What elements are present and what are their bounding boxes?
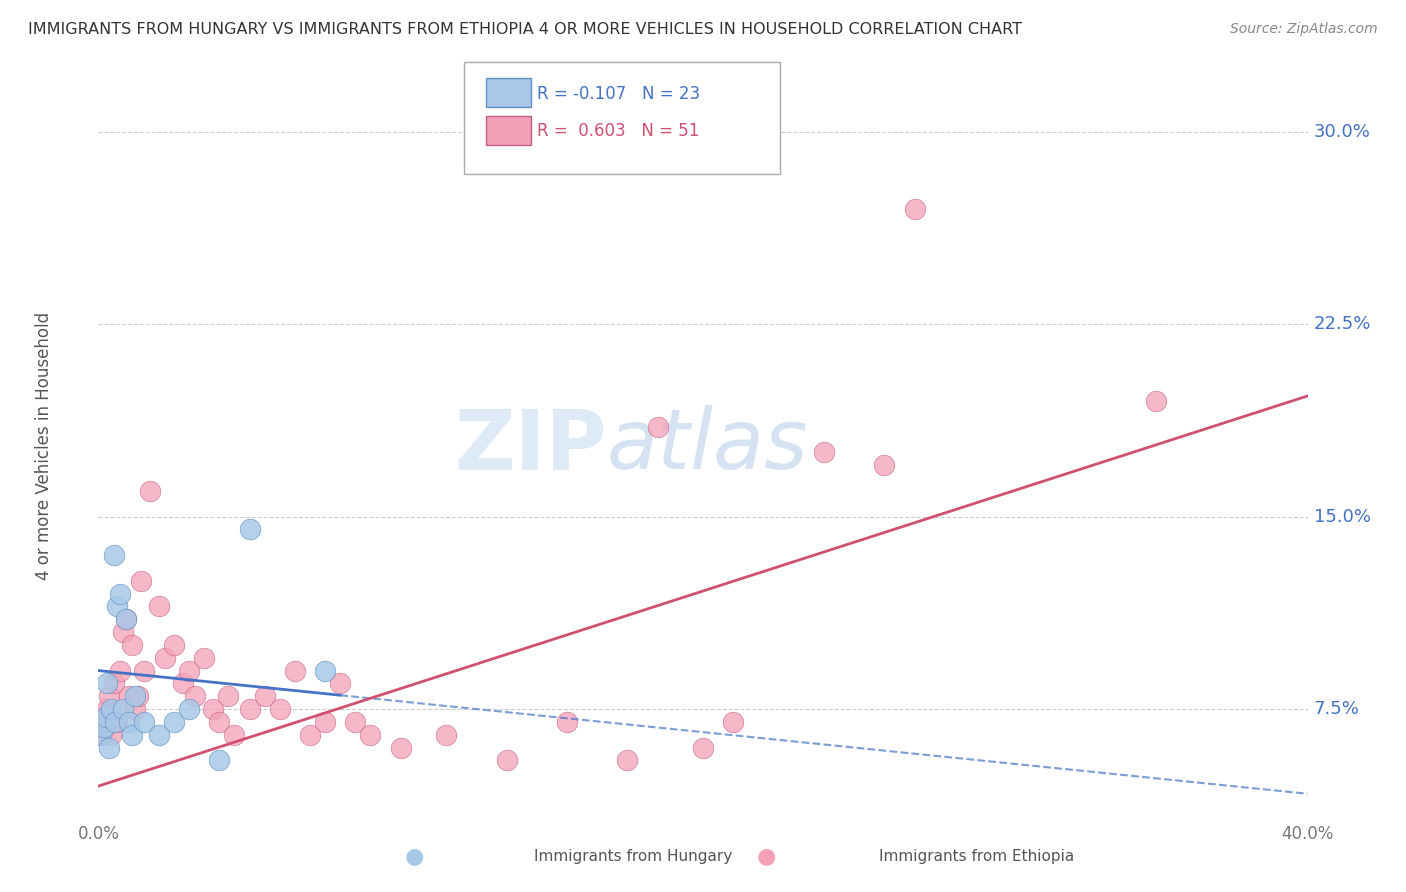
Point <box>208 753 231 767</box>
Point <box>118 714 141 729</box>
Point <box>108 586 131 600</box>
Point <box>96 676 118 690</box>
Point <box>1146 394 1168 409</box>
Point <box>904 202 927 216</box>
Text: 15.0%: 15.0% <box>1313 508 1371 525</box>
Point <box>91 714 114 729</box>
Point <box>132 664 155 678</box>
Point <box>360 728 382 742</box>
Point <box>104 714 127 729</box>
Text: 30.0%: 30.0% <box>1313 122 1371 141</box>
Point <box>163 714 186 729</box>
Point <box>329 676 352 690</box>
Text: atlas: atlas <box>606 406 808 486</box>
Point <box>93 720 115 734</box>
Text: 4 or more Vehicles in Household: 4 or more Vehicles in Household <box>35 312 53 580</box>
Text: R = -0.107   N = 23: R = -0.107 N = 23 <box>537 85 700 103</box>
Point <box>121 728 143 742</box>
Point <box>299 728 322 742</box>
Point <box>163 638 186 652</box>
Text: Immigrants from Hungary: Immigrants from Hungary <box>534 849 733 863</box>
Point <box>98 740 121 755</box>
Point <box>105 599 128 614</box>
Point <box>873 458 896 473</box>
Text: Immigrants from Ethiopia: Immigrants from Ethiopia <box>879 849 1074 863</box>
Point <box>148 728 170 742</box>
Point <box>103 548 125 562</box>
Point <box>647 419 669 434</box>
Point <box>153 650 176 665</box>
Point <box>105 714 128 729</box>
Point <box>139 483 162 498</box>
Point <box>90 728 112 742</box>
Text: IMMIGRANTS FROM HUNGARY VS IMMIGRANTS FROM ETHIOPIA 4 OR MORE VEHICLES IN HOUSEH: IMMIGRANTS FROM HUNGARY VS IMMIGRANTS FR… <box>28 22 1022 37</box>
Point <box>314 714 336 729</box>
Point <box>184 690 207 704</box>
Point <box>93 710 115 724</box>
Point <box>179 702 201 716</box>
Point <box>208 714 231 729</box>
Point <box>100 702 122 716</box>
Point <box>129 574 152 588</box>
Text: 0.0%: 0.0% <box>77 824 120 843</box>
Point <box>90 728 112 742</box>
Point <box>389 740 412 755</box>
Point <box>813 445 835 459</box>
Point <box>217 690 239 704</box>
Point <box>111 702 134 716</box>
Point <box>127 690 149 704</box>
Point <box>114 612 136 626</box>
Text: ●: ● <box>405 847 425 866</box>
Point <box>344 714 367 729</box>
Point <box>172 676 194 690</box>
Point <box>692 740 714 755</box>
Text: 22.5%: 22.5% <box>1313 315 1371 333</box>
Point <box>114 612 136 626</box>
Point <box>111 625 134 640</box>
Point <box>239 523 262 537</box>
Point <box>284 664 307 678</box>
Point <box>118 690 141 704</box>
Point <box>124 702 146 716</box>
Point <box>202 702 225 716</box>
Text: ●: ● <box>756 847 776 866</box>
Point <box>723 714 745 729</box>
Text: 40.0%: 40.0% <box>1281 824 1334 843</box>
Point <box>434 728 457 742</box>
Point <box>555 714 578 729</box>
Point <box>179 664 201 678</box>
Point <box>96 702 118 716</box>
Point <box>148 599 170 614</box>
Point <box>269 702 291 716</box>
Text: ZIP: ZIP <box>454 406 606 486</box>
Point <box>239 702 262 716</box>
Point <box>98 690 121 704</box>
Point <box>224 728 246 742</box>
Point <box>314 664 336 678</box>
Point <box>103 676 125 690</box>
Point <box>132 714 155 729</box>
Point <box>94 720 117 734</box>
Text: R =  0.603   N = 51: R = 0.603 N = 51 <box>537 122 699 140</box>
Point <box>100 728 122 742</box>
Text: Source: ZipAtlas.com: Source: ZipAtlas.com <box>1230 22 1378 37</box>
Point <box>495 753 517 767</box>
Point <box>193 650 215 665</box>
Point <box>121 638 143 652</box>
Text: 7.5%: 7.5% <box>1313 700 1360 718</box>
Point <box>91 714 114 729</box>
Point <box>108 664 131 678</box>
Point <box>253 690 276 704</box>
Point <box>94 710 117 724</box>
Point <box>616 753 638 767</box>
Point <box>124 690 146 704</box>
